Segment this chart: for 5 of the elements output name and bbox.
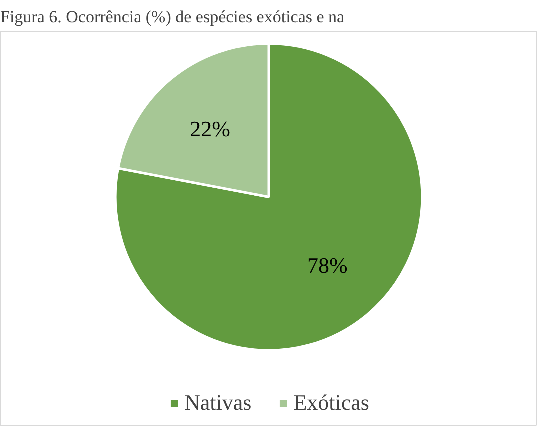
data-label: 22% bbox=[190, 116, 230, 142]
legend-label: Nativas bbox=[184, 390, 252, 416]
legend-label: Exóticas bbox=[294, 390, 370, 416]
data-label: 78% bbox=[308, 253, 348, 278]
chart-title: Figura 6. Ocorrência (%) de espécies exóticas e na bbox=[0, 8, 346, 26]
